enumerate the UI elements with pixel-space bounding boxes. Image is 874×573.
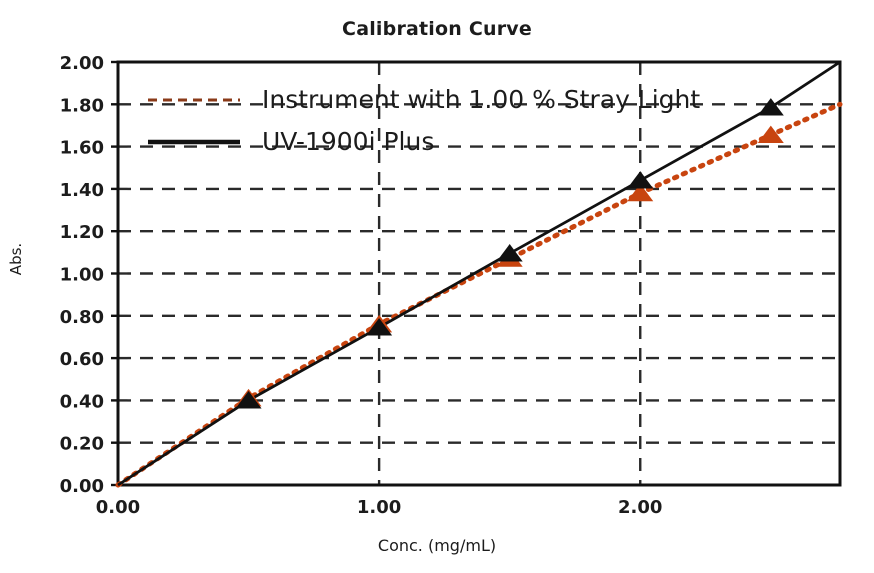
x-tick-label: 0.00 — [96, 497, 140, 518]
vertical-gridlines — [377, 62, 642, 485]
y-tick-label: 0.80 — [60, 307, 104, 328]
data-point-marker — [757, 98, 784, 116]
y-tick-label: 2.00 — [60, 53, 104, 74]
chart-title: Calibration Curve — [342, 18, 532, 40]
data-point-marker — [627, 171, 654, 189]
data-point-marker — [757, 125, 784, 144]
y-tick-label: 0.60 — [60, 349, 104, 370]
x-tick-label: 2.00 — [618, 497, 662, 518]
y-tick-label: 1.80 — [60, 95, 104, 116]
y-tick-label: 1.60 — [60, 138, 104, 159]
y-tick-label: 1.00 — [60, 265, 104, 286]
data-point-marker — [496, 244, 523, 262]
x-axis-label: Conc. (mg/mL) — [377, 536, 497, 555]
y-tick-label: 1.40 — [60, 180, 104, 201]
x-axis-ticks: 0.00 1.00 2.00 — [96, 497, 663, 518]
x-tick-label: 1.00 — [357, 497, 401, 518]
y-tick-label: 1.20 — [60, 222, 104, 243]
y-tick-label: 0.20 — [60, 434, 104, 455]
data-point-marker — [235, 391, 262, 409]
y-axis-ticks: 0.00 0.20 0.40 0.60 0.80 1.00 1.20 1.40 1.60 1.80… — [60, 53, 118, 497]
horizontal-gridlines — [118, 103, 840, 444]
y-tick-label: 0.00 — [60, 476, 104, 497]
chart-legend: Instrument with 1.00 % Stray Light UV-190… — [148, 85, 700, 156]
legend-label: Instrument with 1.00 % Stray Light — [262, 85, 700, 114]
data-point-marker — [627, 183, 654, 202]
data-point-marker — [366, 318, 393, 336]
data-series-layer — [115, 60, 843, 488]
legend-label: UV-1900i Plus — [262, 127, 434, 156]
y-tick-label: 0.40 — [60, 391, 104, 412]
